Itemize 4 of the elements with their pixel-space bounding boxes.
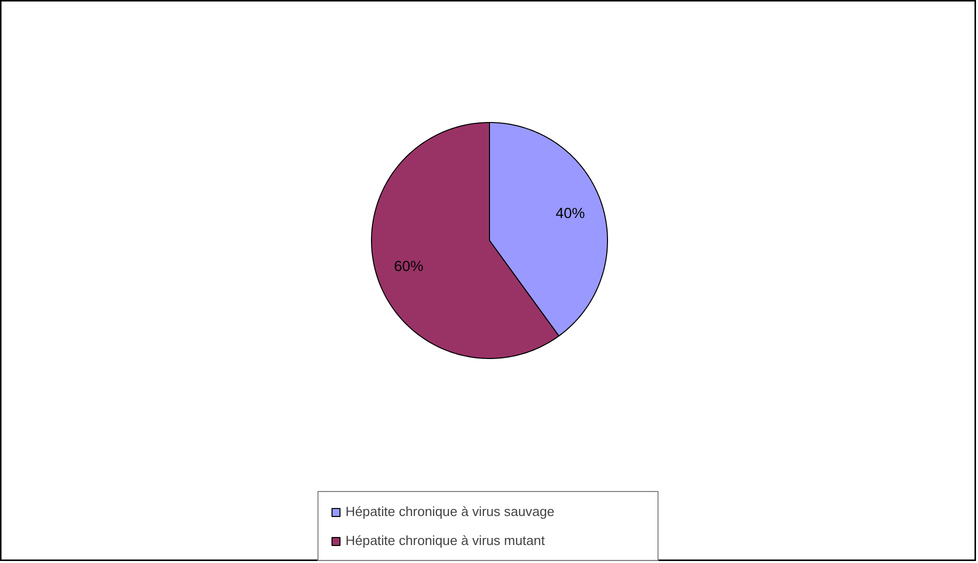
legend-label: Hépatite chronique à virus mutant [346,533,546,548]
data-label: 60% [394,258,424,275]
data-label: 40% [556,206,585,222]
legend-label: Hépatite chronique à virus sauvage [346,504,556,519]
